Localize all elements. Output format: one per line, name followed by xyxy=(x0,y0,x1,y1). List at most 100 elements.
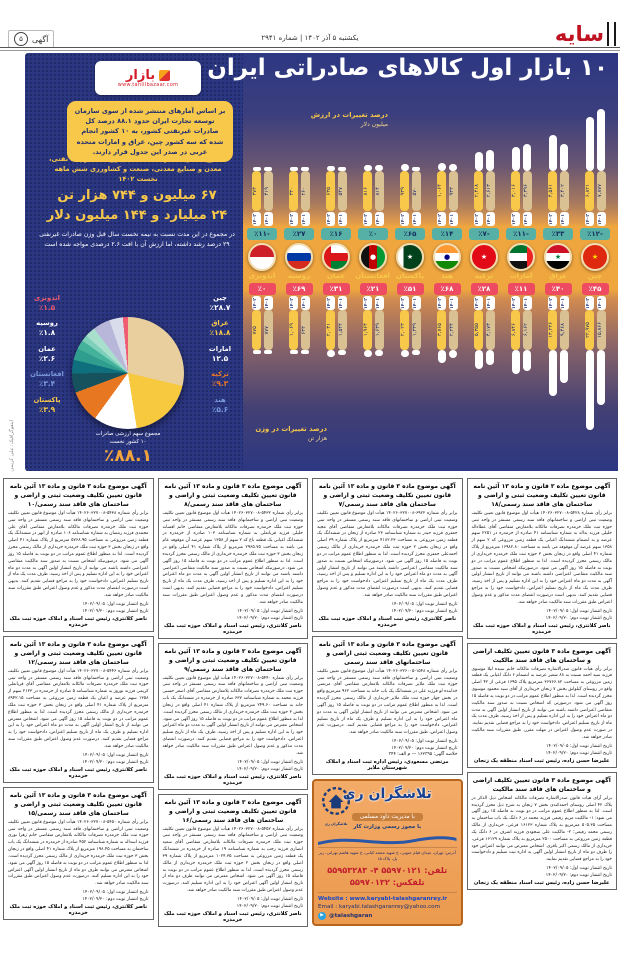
weight-change-badge: ٪۱۱ xyxy=(507,283,535,295)
weight-bars xyxy=(541,350,575,430)
pie-label: افغانستان ٪۳.۴ xyxy=(25,370,69,388)
rotated-value: ۱۴۰۱ xyxy=(449,213,455,225)
country-column-indonesia: ۳۷۳ ۴۱۹ ۱۴۰۲ ۱۴۰۱ -٪۱۱ اندونزی ٪۰ ۱۴۰۲ ۱۴۰۱ ۷۷۵ ۷۷… xyxy=(245,109,279,471)
value-pills: ۶۳۵ ۵۴۷ xyxy=(319,171,353,211)
section-page-label: ۵ آگهی xyxy=(8,30,55,48)
ad-date-second: تاریخ انتشار نوبت دوم: ۱۴۰۲/۰۹/۲۰ xyxy=(545,872,612,878)
year-pill-1402: ۱۴۰۲ xyxy=(473,296,483,310)
flag-emblem: ★ xyxy=(554,252,562,261)
decoration xyxy=(322,787,350,815)
rotated-value: ۱۴۰۲ xyxy=(326,297,332,309)
country-column-oman: ۶۳۵ ۵۴۷ ۱۴۰۲ ۱۴۰۱ ٪۱۶ عمان ٪۳۱ ۱۴۰۲ ۱۴۰۱ ۲,۰۳۱ ۱,۵… xyxy=(319,109,353,471)
rotated-value: ۱۴۰۲ xyxy=(474,297,480,309)
display-ad-telegram[interactable]: ▶ @talashgaran xyxy=(318,911,457,920)
rotated-value: ۱۴۰۲ xyxy=(289,213,295,225)
flag-china-icon: ★ xyxy=(581,243,609,271)
pie-total-block: مجموع سهم ارزشی صادرات ۱۰ کشور نخست ٪۸۸.… xyxy=(67,431,189,467)
pie-caption-line1: مجموع سهم ارزشی صادرات xyxy=(95,431,161,437)
display-ad-phones: تلفن: ۵۵۹۷۰۱۲۱ ۴- ۵۵۹۵۳۲۸۳ تلفکس: ۵۵۹۷۰۱… xyxy=(318,864,457,889)
year-pills-weight: ۱۴۰۲ ۱۴۰۱ xyxy=(467,296,501,310)
value-change-badge: -٪۷ xyxy=(469,228,499,240)
rotated-value: ۱۴۰۱ xyxy=(375,213,381,225)
rotated-value: ۱,۰۶۴ xyxy=(437,184,444,198)
year-pill-1401: ۱۴۰۱ xyxy=(263,296,273,310)
weight-pills: ۲,۰۳۱ ۱,۵۴۴ xyxy=(319,310,353,350)
country-name: عراق xyxy=(549,272,567,280)
year-pill-1402: ۱۴۰۲ xyxy=(510,296,520,310)
rotated-value: ۳۷۳ xyxy=(252,186,259,196)
weight-bar-1401 xyxy=(411,350,420,355)
rotated-value: ۱۴۰۲ xyxy=(511,297,517,309)
weight-pills: ۱۳,۲۳۶ ۹,۴۶۸ xyxy=(541,310,575,350)
legal-notice-ad: آگهی موضوع ماده ۳ قانون و ماده ۱۳ آئین ن… xyxy=(3,478,154,632)
year-pill-1401: ۱۴۰۱ xyxy=(522,212,532,226)
pie-total-value: ٪۸۸.۱ xyxy=(104,446,152,467)
value-pills: ۸۱۶ ۸۱۴ xyxy=(356,171,390,211)
ad-signature: ناصر کلانتری، رئیس ثبت اسناد و املاک حوز… xyxy=(163,773,302,786)
rotated-value: ۲,۴۱۸ xyxy=(474,184,481,198)
pie-label-value: ٪۹.۳ xyxy=(211,379,229,389)
value-bar-1402 xyxy=(289,167,298,171)
masthead-logo: سایه xyxy=(554,21,604,46)
ad-body: برابر آرای هیات قانون صدرالاشاره تصرفات … xyxy=(471,795,613,863)
value-pill-1402: ۳,۰۱۶ xyxy=(510,171,520,211)
bazaar-logo-icon xyxy=(159,69,171,81)
weight-pill-1401: ۶,۱۶۲ xyxy=(522,310,532,350)
rotated-value: ۲,۰۳۱ xyxy=(326,323,333,337)
bazaar-logo-url: www.tahlilbazaar.com xyxy=(117,81,179,88)
ad-date-first: تاریخ انتشار نوبت اول: ۱۴۰۲/۰۹/۰۵ xyxy=(546,608,612,614)
value-pill-1402: ۸۱۶ xyxy=(362,171,372,211)
country-name: چین xyxy=(587,272,603,280)
weight-bar-1402 xyxy=(252,350,261,354)
country-name: عمان xyxy=(326,272,346,280)
value-bar-1401 xyxy=(522,144,531,171)
rotated-value: ۶۳۵ xyxy=(326,186,333,196)
year-pill-1402: ۱۴۰۲ xyxy=(547,212,557,226)
weight-bars xyxy=(356,350,390,430)
value-pill-1402: ۱,۰۶۴ xyxy=(436,171,446,211)
weight-pill-1401: ۹,۴۶۸ xyxy=(559,310,569,350)
section-label: آگهی xyxy=(32,34,49,44)
pie-label-name: چین xyxy=(213,294,227,302)
chart-columns: ۶,۸۲۱ ۷,۸۷۷ ۱۴۰۲ ۱۴۰۱ -٪۱۲ ★ چین ٪۴۵ ۱۴۰۲ ۱۴۰۱ ۲۲,… xyxy=(245,109,612,471)
weight-pill-1402: ۶,۸۴۶ xyxy=(510,310,520,350)
rotated-value: ۵۴۷ xyxy=(338,186,345,196)
rotated-value: ۳۳۰ xyxy=(289,186,296,196)
weight-bar-1401 xyxy=(522,350,531,372)
talashgaran-logo: تلاشگران ری xyxy=(319,786,353,826)
year-pill-1401: ۱۴۰۱ xyxy=(448,296,458,310)
pie-label-name: عراق xyxy=(211,319,229,328)
year-pill-1401: ۱۴۰۱ xyxy=(300,296,310,310)
weight-bars xyxy=(504,350,538,430)
date-line: یکشنبه ۵ آذر ۱۴۰۲ | شماره ۲۹۴۱ xyxy=(261,34,359,42)
decoration: با مدیریت داود مسلمی xyxy=(318,803,457,822)
totals: ۶۷ میلیون و ۷۴۴ هزار تن ۲۴ میلیارد و ۱۴۴… xyxy=(29,186,245,226)
rotated-value: ۱,۵۴۴ xyxy=(338,323,345,337)
year-pill-1402: ۱۴۰۲ xyxy=(584,296,594,310)
weight-pill-1401: ۱,۶۳۹ xyxy=(374,310,384,350)
rotated-value: ۱۴۰۱ xyxy=(449,297,455,309)
pie-label-value: ۱۲.۵ xyxy=(211,353,229,363)
weight-pills: ۲,۰۲۳ ۱,۳۳۹ xyxy=(393,310,427,350)
weight-change-badge: ٪۴۵ xyxy=(581,283,609,295)
value-bars xyxy=(356,109,390,171)
rotated-value: ۱۴۰۱ xyxy=(597,213,603,225)
pie-caption: مجموع سهم ارزشی صادرات ۱۰ کشور نخست xyxy=(67,431,189,446)
display-ad-email[interactable]: Email : karyabi.talashgaranrey@yahoo.com xyxy=(318,904,441,911)
year-pill-1401: ۱۴۰۱ xyxy=(485,296,495,310)
country-column-russia: ۳۳۰ ۲۶۰ ۱۴۰۲ ۱۴۰۱ ٪۲۷ روسیه ٪۶۹ ۱۴۰۲ ۱۴۰۱ ۱,۰۶۹ ۶۳… xyxy=(282,109,316,471)
rotated-value: ۵۷۰ xyxy=(412,186,419,196)
rotated-value: ۱۴۰۱ xyxy=(338,297,344,309)
year-pill-1401: ۱۴۰۱ xyxy=(596,296,606,310)
ad-signature: مرتضی مسعودی، رئیس اداره ثبت اسناد و امل… xyxy=(325,759,449,772)
weight-change-badge: ٪۰ xyxy=(248,283,276,295)
pie-labels-right: چین ٪۲۸.۷ عراق ٪۱۸.۸ امارات ۱۲.۵ ترکیه ٪… xyxy=(197,294,243,414)
value-bar-1402 xyxy=(585,117,594,171)
legal-notice-ad: آگهی موضوع ماده ۳ قانون و ماده ۱۳ آئین ن… xyxy=(466,478,617,639)
country-name: امارات xyxy=(509,272,533,280)
year-pill-1401: ۱۴۰۱ xyxy=(411,212,421,226)
year-pills: ۱۴۰۲ ۱۴۰۱ xyxy=(245,212,279,226)
weight-pill-1402: ۱,۹۶۴ xyxy=(362,310,372,350)
display-ad-website[interactable]: Website : www.karyabi-talashgaranrey.ir xyxy=(318,895,448,902)
weight-change-badge: ٪۳۱ xyxy=(322,283,350,295)
